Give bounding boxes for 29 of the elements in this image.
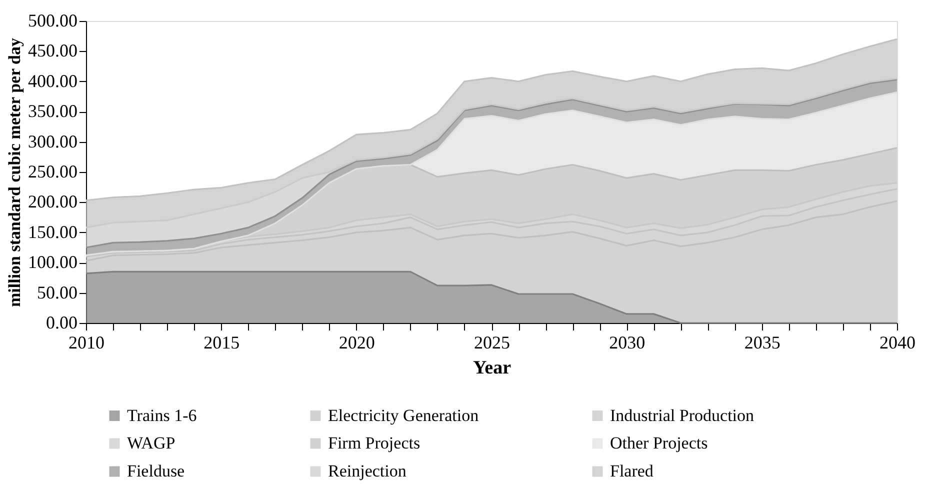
y-tick-label: 200.00 <box>28 192 78 212</box>
legend-label: Industrial Production <box>610 406 755 425</box>
y-tick-label: 500.00 <box>28 10 78 30</box>
x-tick-label: 2010 <box>68 332 104 352</box>
y-tick-label: 450.00 <box>28 40 78 61</box>
legend-label: Other Projects <box>610 434 708 452</box>
y-tick-label: 100.00 <box>28 252 78 272</box>
y-tick-label: 300.00 <box>28 131 78 152</box>
x-tick-label: 2040 <box>880 332 916 352</box>
x-axis-title: Year <box>473 358 512 378</box>
x-tick-label: 2030 <box>609 332 646 352</box>
y-axis-title: million standard cubic meter per day <box>5 37 24 308</box>
x-tick-label: 2020 <box>338 332 375 352</box>
y-tick-label: 350.00 <box>28 101 78 122</box>
y-tick-label: 0.00 <box>46 312 78 332</box>
y-tick-label: 50.00 <box>37 282 78 302</box>
legend-label: Reinjection <box>328 462 407 480</box>
y-tick-label: 150.00 <box>28 222 78 242</box>
legend-label: Firm Projects <box>328 434 420 452</box>
legend-label: Fielduse <box>127 462 185 480</box>
x-tick-label: 2025 <box>474 332 510 352</box>
legend-label: WAGP <box>127 434 176 452</box>
x-tick-label: 2035 <box>744 332 780 352</box>
legend-label: Flared <box>610 462 654 480</box>
legend-label: Trains 1-6 <box>127 406 197 425</box>
x-tick-label: 2015 <box>204 332 240 352</box>
y-tick-label: 400.00 <box>28 70 78 91</box>
y-tick-label: 250.00 <box>28 162 78 182</box>
legend-label: Electricity Generation <box>328 406 480 425</box>
